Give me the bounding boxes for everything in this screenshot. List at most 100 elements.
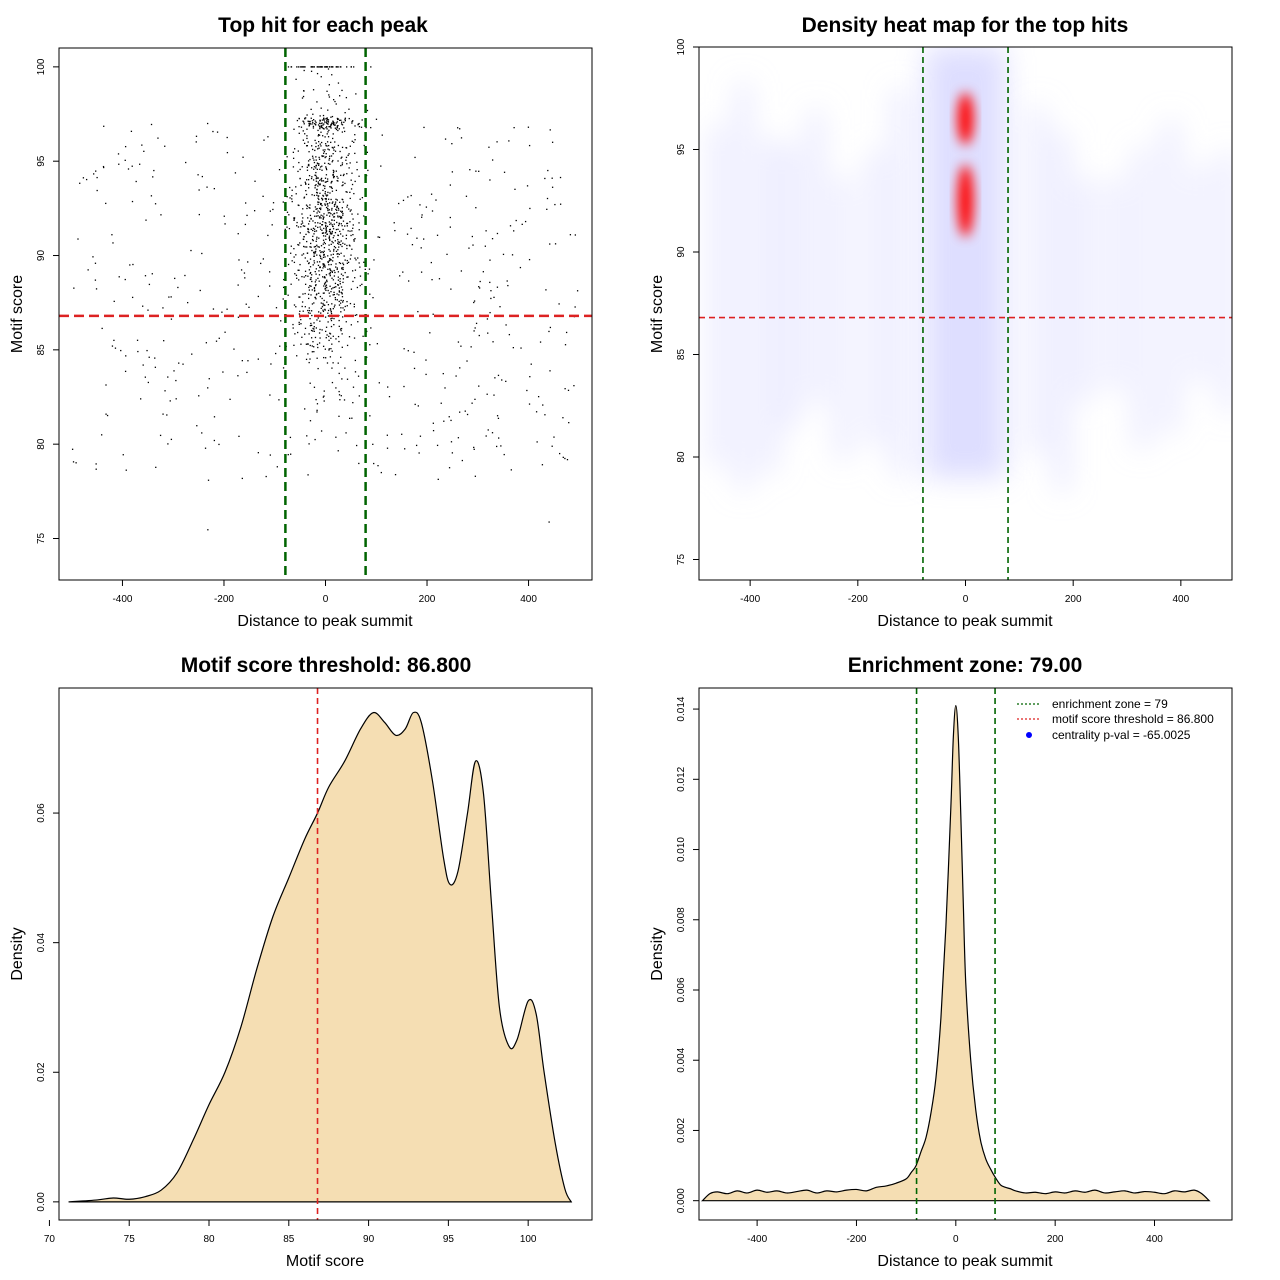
- scatter-point: [340, 356, 342, 358]
- scatter-point: [177, 286, 179, 289]
- scatter-point: [338, 261, 341, 264]
- scatter-point: [324, 281, 327, 283]
- scatter-point: [341, 333, 343, 335]
- scatter-point: [342, 181, 344, 183]
- scatter-point: [332, 201, 334, 203]
- scatter-point: [334, 271, 336, 274]
- scatter-point: [324, 287, 327, 289]
- scatter-point: [316, 343, 319, 346]
- scatter-point: [350, 188, 353, 190]
- scatter-point: [290, 252, 292, 254]
- scatter-point: [324, 282, 326, 285]
- scatter-point: [318, 122, 321, 124]
- scatter-point: [528, 403, 531, 405]
- scatter-point: [201, 432, 203, 434]
- scatter-point: [212, 308, 215, 310]
- scatter-point: [349, 191, 351, 194]
- scatter-point: [153, 169, 155, 172]
- scatter-point: [347, 276, 349, 278]
- scatter-point: [336, 253, 338, 255]
- scatter-point: [324, 232, 327, 234]
- scatter-point: [340, 217, 343, 219]
- scatter-point: [317, 246, 319, 248]
- x-tick-label: 200: [1065, 594, 1082, 605]
- scatter-point: [319, 261, 321, 263]
- scatter-point: [332, 123, 334, 125]
- score-density-area: [68, 711, 573, 1203]
- scatter-point: [419, 204, 421, 206]
- scatter-point: [489, 311, 491, 314]
- scatter-point: [323, 118, 325, 121]
- scatter-point: [334, 304, 336, 306]
- scatter-point: [362, 335, 364, 337]
- scatter-point: [313, 194, 316, 197]
- scatter-point: [340, 223, 342, 225]
- scatter-point: [358, 229, 360, 231]
- scatter-point: [270, 363, 272, 365]
- scatter-point: [326, 225, 329, 228]
- scatter-point: [325, 228, 327, 230]
- scatter-point: [352, 233, 354, 236]
- scatter-point: [307, 228, 309, 230]
- scatter-point: [300, 323, 302, 325]
- scatter-point: [332, 260, 334, 262]
- scatter-point: [322, 251, 325, 254]
- scatter-point: [491, 159, 494, 161]
- scatter-point: [309, 312, 311, 314]
- scatter-point: [301, 301, 304, 303]
- scatter-point: [349, 210, 351, 212]
- scatter-point: [96, 189, 98, 192]
- scatter-point: [305, 275, 307, 277]
- scatter-point: [302, 120, 304, 122]
- scatter-point: [436, 444, 439, 447]
- scatter-point: [305, 145, 308, 147]
- scatter-point: [141, 144, 143, 146]
- scatter-point: [489, 179, 491, 181]
- scatter-point: [410, 227, 412, 230]
- scatter-point: [313, 255, 315, 257]
- scatter-point: [495, 445, 498, 448]
- scatter-point: [329, 356, 332, 358]
- scatter-point: [329, 233, 332, 235]
- scatter-point: [341, 225, 343, 227]
- scatter-point: [314, 336, 317, 339]
- scatter-point: [278, 399, 280, 401]
- scatter-point: [322, 218, 324, 220]
- scatter-point: [327, 208, 329, 210]
- heatmap-streak: [869, 150, 882, 445]
- scatter-point: [358, 175, 360, 177]
- scatter-point: [326, 334, 328, 336]
- scatter-point: [330, 233, 333, 235]
- scatter-point: [324, 192, 326, 195]
- scatter-point: [306, 114, 308, 116]
- scatter-point: [346, 247, 348, 250]
- scatter-point: [312, 113, 314, 115]
- scatter-point: [319, 126, 321, 128]
- scatter-point: [349, 258, 352, 260]
- scatter-point: [324, 277, 326, 279]
- scatter-point: [332, 279, 335, 281]
- scatter-point: [342, 228, 344, 231]
- scatter-point: [341, 131, 344, 133]
- scatter-point: [314, 250, 317, 253]
- scatter-point: [323, 123, 325, 125]
- scatter-point: [303, 123, 305, 125]
- scatter-point: [312, 239, 314, 242]
- scatter-point: [212, 130, 214, 133]
- scatter-point: [241, 477, 243, 480]
- scatter-point: [306, 240, 308, 243]
- scatter-point: [344, 243, 346, 245]
- scatter-point: [341, 124, 344, 126]
- scatter-point: [335, 338, 337, 340]
- scatter-point: [310, 117, 312, 119]
- scatter-point: [317, 177, 319, 179]
- scatter-point: [187, 301, 189, 304]
- scatter-point: [460, 270, 463, 272]
- scatter-point: [318, 270, 320, 272]
- scatter-point: [205, 342, 208, 344]
- scatter-point: [191, 353, 193, 355]
- scatter-point: [322, 309, 324, 311]
- scatter-point: [325, 144, 327, 147]
- scatter-point: [551, 445, 553, 447]
- scatter-point: [120, 349, 122, 352]
